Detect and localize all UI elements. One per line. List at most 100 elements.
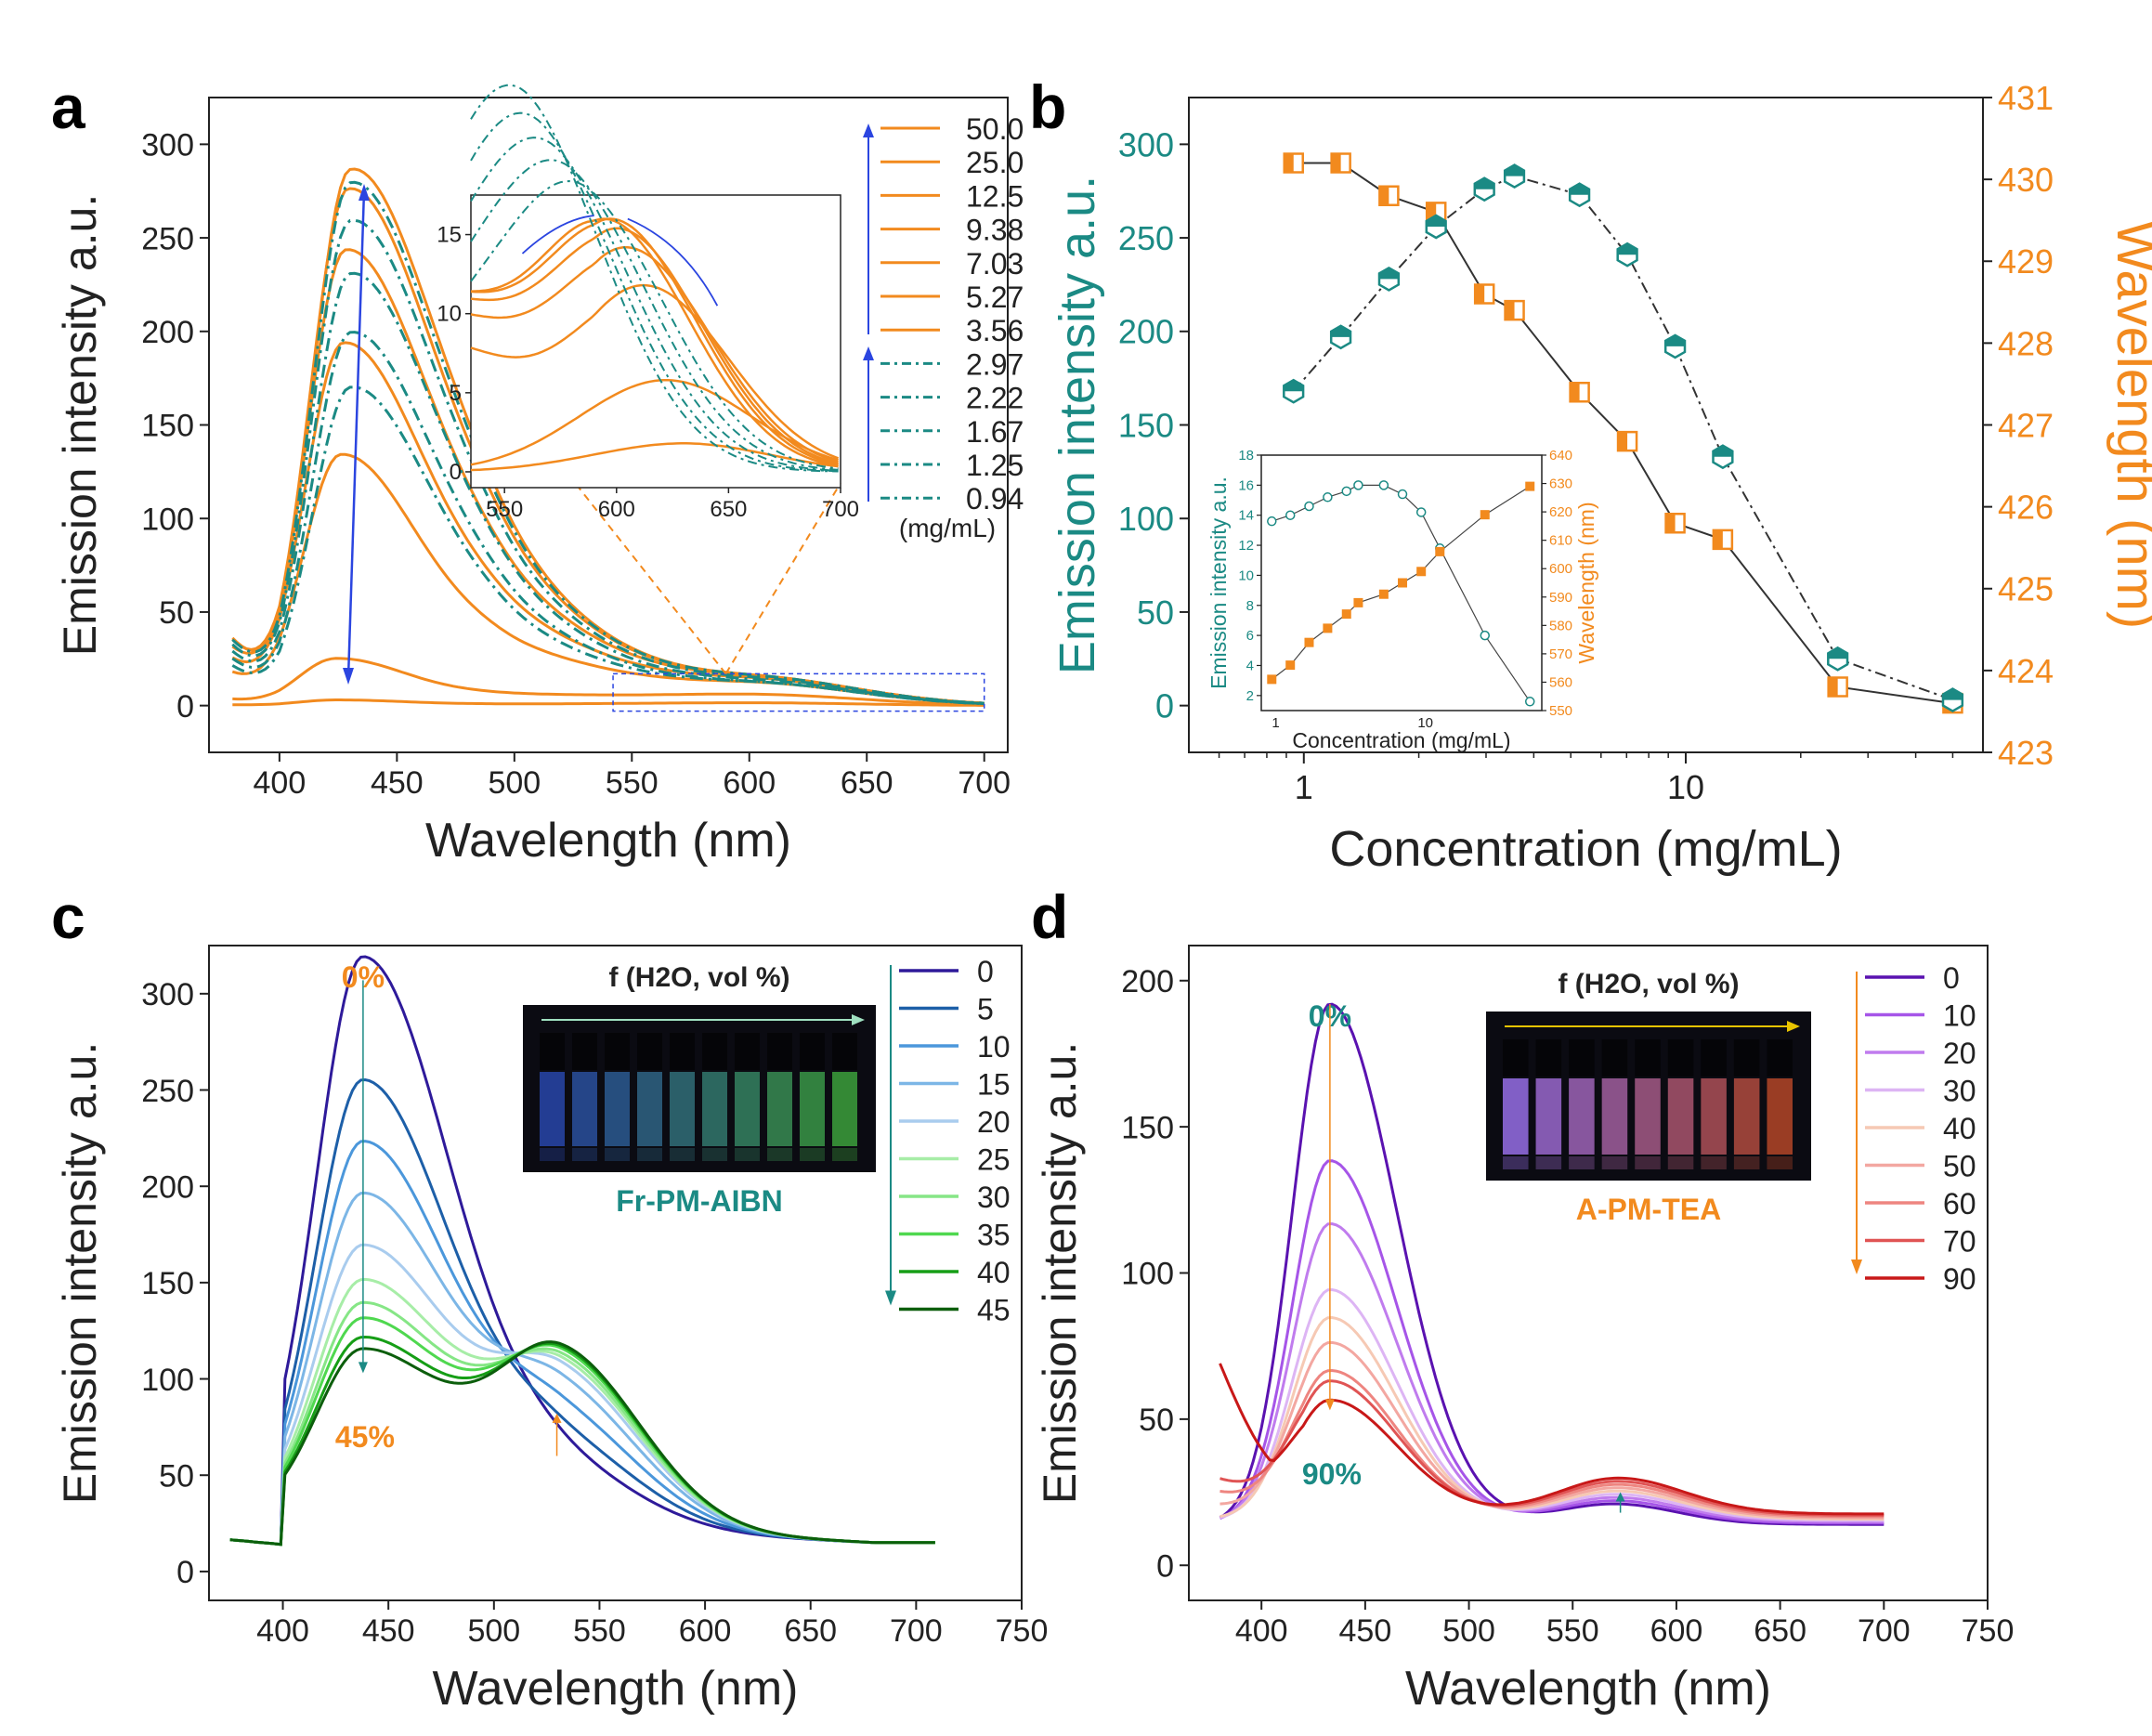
legend-label: 50.0 [966, 112, 1024, 146]
legend-label: 50 [1943, 1150, 1976, 1183]
inset-wavelength-point [1353, 597, 1363, 607]
vial-reflection [1601, 1156, 1628, 1169]
y-tick-label: 100 [1118, 500, 1174, 538]
y-tick-label: 250 [141, 1074, 194, 1109]
inset-teal-line [470, 159, 839, 471]
y-tick-label: 200 [1118, 313, 1174, 351]
inset-y2-title: Wavelength (nm) [1574, 502, 1598, 663]
wavelength-point-fill [1665, 514, 1676, 533]
intensity-point-fill [1426, 215, 1446, 227]
y-axis-title: Emission intensity a.u. [1034, 1042, 1086, 1504]
legend-label: 5 [977, 993, 994, 1026]
x-tick-label: 650 [841, 765, 893, 801]
inset-y2-tick-label: 560 [1549, 674, 1572, 690]
y-tick-label: 200 [1121, 964, 1174, 999]
spectrum-line-0_94 [231, 385, 985, 706]
legend-label: 2.97 [966, 347, 1024, 381]
inset-wavelength-point [1480, 510, 1490, 520]
x-tick-label: 700 [958, 765, 1011, 801]
x-axis-title: Wavelength (nm) [433, 1662, 799, 1716]
vial-reflection [1733, 1156, 1760, 1169]
vial [702, 1072, 727, 1146]
inset-y-title: Emission intensity a.u. [1206, 476, 1231, 689]
legend-label: 15 [977, 1068, 1011, 1102]
legend-label: 7.03 [966, 247, 1024, 281]
sample-photo: f (H2O, vol %) A-PM-TEA [1486, 969, 1811, 1226]
legend-label: 60 [1943, 1187, 1976, 1220]
inset-y-tick-label: 14 [1238, 508, 1254, 524]
inset-wavelength-point [1304, 637, 1314, 647]
vial-cap [540, 1033, 565, 1070]
vial [1667, 1078, 1694, 1155]
inset-wavelength-point [1341, 609, 1351, 620]
y-tick-label: 0 [176, 1555, 194, 1590]
vial [832, 1072, 857, 1146]
inset-orange-line [470, 217, 839, 468]
spectrum-line-1_25 [231, 331, 985, 706]
y-tick-label: 0 [176, 689, 194, 724]
legend-arrow-head [1851, 1260, 1862, 1274]
spectrum-line-1_67 [231, 271, 985, 705]
inset-intensity-point [1378, 480, 1389, 490]
spectrum-line-12_5 [231, 452, 985, 706]
y-tick-label: 150 [1121, 1110, 1174, 1145]
inset-y-tick-label: 6 [1246, 628, 1254, 644]
vial-cap [767, 1033, 792, 1070]
x-tick-label: 450 [362, 1613, 415, 1649]
y2-tick-label: 431 [1998, 79, 2054, 117]
intensity-point-fill [1828, 647, 1848, 659]
vial-cap [1535, 1039, 1562, 1077]
wavelength-point-fill [1427, 202, 1437, 222]
vial-reflection [702, 1148, 727, 1161]
vial [540, 1072, 565, 1146]
inset-y2-tick-label: 570 [1549, 646, 1572, 662]
inset-y2-tick-label: 550 [1549, 703, 1572, 719]
inset-x-tick-label: 700 [822, 497, 859, 522]
legend-label: 25 [977, 1143, 1011, 1177]
vial-reflection [767, 1148, 792, 1161]
inset-y-tick-label: 12 [1238, 538, 1254, 554]
legend-label: 70 [1943, 1225, 1976, 1259]
inset-x-tick-label: 650 [710, 497, 747, 522]
vial-cap [1569, 1039, 1595, 1077]
inset-intensity-point [1285, 510, 1296, 520]
trend-arrow-head [359, 184, 370, 201]
peak2-arrow-head [552, 1413, 562, 1423]
inset-intensity-point [1397, 489, 1408, 500]
zoom-connector [724, 482, 841, 674]
wavelength-point-fill [1713, 529, 1723, 549]
inset-y-tick-label: 5 [450, 381, 462, 406]
x-axis-title: Concentration (mg/mL) [1329, 821, 1842, 877]
spectrum-line-2_97 [231, 180, 985, 705]
wavelength-point-fill [1828, 677, 1838, 697]
intensity-point-fill [1570, 183, 1590, 195]
vial-reflection [605, 1148, 630, 1161]
inset-wavelength-point [1398, 578, 1408, 588]
legend-label: 90 [1943, 1262, 1976, 1296]
panel-b: b1 10050100150200250300423424425426427428… [1029, 72, 2152, 877]
inset-y2-tick-label: 600 [1549, 561, 1572, 577]
x-tick-label: 750 [996, 1613, 1049, 1649]
y2-tick-label: 428 [1998, 324, 2054, 362]
legend-label: 25.0 [966, 146, 1024, 179]
intensity-point-fill [1331, 325, 1351, 337]
y2-tick-label: 425 [1998, 570, 2054, 608]
panel-letter: d [1031, 882, 1068, 951]
vial-cap [670, 1033, 695, 1070]
intensity-point-fill [1943, 688, 1963, 700]
vial [1733, 1078, 1760, 1155]
intensity-point-fill [1665, 334, 1685, 346]
inset-y2-tick-label: 580 [1549, 618, 1572, 633]
inset-y2-tick-label: 640 [1549, 448, 1572, 463]
vial-reflection [540, 1148, 565, 1161]
vial-reflection [1569, 1156, 1595, 1169]
vial-reflection [832, 1148, 857, 1161]
y-tick-label: 250 [141, 221, 194, 256]
legend-label: 9.38 [966, 214, 1024, 247]
x-tick-label: 650 [784, 1613, 837, 1649]
inset-y2-tick-label: 630 [1549, 476, 1572, 492]
intensity-point-fill [1617, 243, 1637, 255]
intensity-point-fill [1474, 177, 1494, 189]
vial [1767, 1078, 1793, 1155]
